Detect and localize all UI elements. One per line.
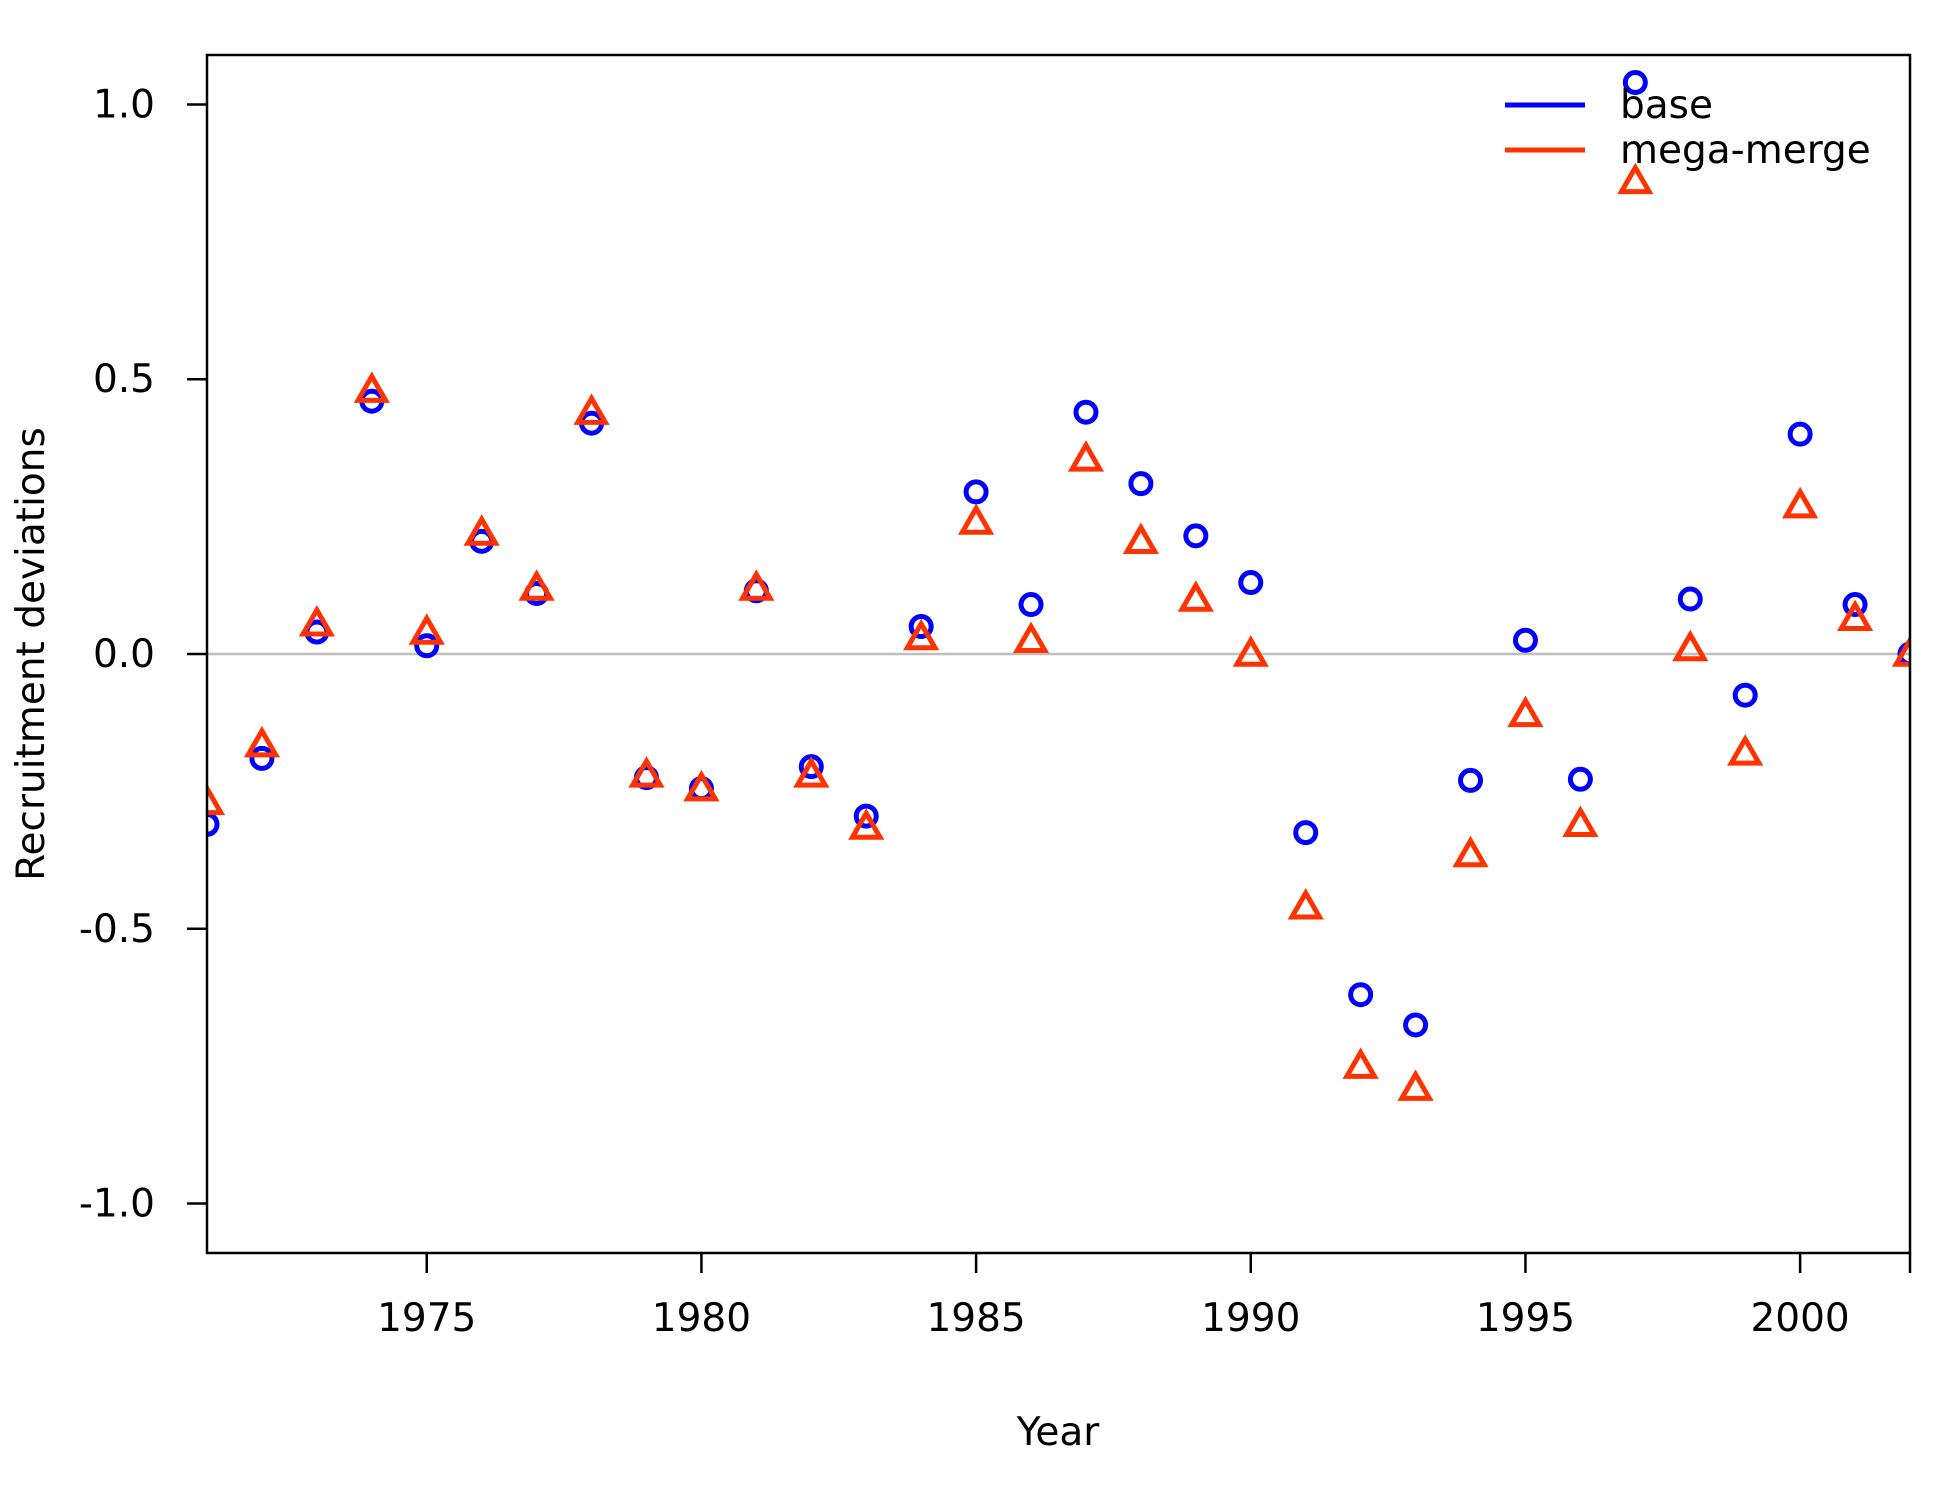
point-mega-merge [1782,486,1819,519]
point-mega-merge [1891,635,1910,667]
point-mega-merge [1232,635,1269,667]
x-tick-label: 1990 [1201,1296,1300,1341]
point-mega-merge [903,618,940,651]
point-mega-merge [1617,162,1654,195]
point-mega-merge [793,756,830,788]
legend-label-mega-merge: mega-merge [1620,128,1871,173]
y-axis-title: Recruitment deviations [9,427,54,881]
point-base [1677,586,1703,612]
y-tick-label: 0.0 [93,632,155,677]
series-mega-merge [207,162,1910,1101]
y-tick-label: -0.5 [79,907,155,952]
point-mega-merge [1287,887,1324,920]
point-mega-merge [518,569,555,601]
point-mega-merge [1177,580,1214,612]
point-base [1567,766,1593,792]
x-tick-label: 2000 [1750,1296,1849,1341]
point-base [1128,471,1154,497]
point-base [1458,767,1484,793]
point-mega-merge [1122,522,1160,555]
point-mega-merge [1507,695,1544,728]
point-mega-merge [1672,629,1709,662]
point-mega-merge [848,808,885,840]
point-base [1622,69,1648,95]
point-mega-merge [1562,805,1599,838]
point-mega-merge [957,503,995,535]
point-mega-merge [463,514,500,546]
x-axis: 1975 1980 1985 1990 1995 2000 [377,1253,1912,1341]
x-tick-label: 1975 [377,1296,476,1341]
point-mega-merge [683,769,720,802]
point-mega-merge [243,725,281,758]
point-base [1073,399,1099,425]
x-tick-label: 1995 [1476,1296,1575,1341]
point-base [1238,570,1264,596]
y-axis: -1.0 -0.5 0.0 0.5 1.0 [79,82,207,1227]
point-base [1403,1012,1429,1038]
x-axis-title: Year [1016,1410,1101,1455]
point-base [249,745,275,771]
point-base [1732,682,1758,708]
series-base [207,69,1910,1038]
y-tick-label: -1.0 [79,1182,155,1227]
point-base [207,811,220,837]
point-base [1512,627,1538,653]
point-mega-merge [1012,621,1050,653]
point-mega-merge [207,783,226,816]
y-tick-label: 0.5 [93,357,155,402]
point-base [1183,523,1209,549]
point-mega-merge [1727,734,1764,766]
y-tick-label: 1.0 [93,82,155,127]
point-mega-merge [1067,440,1105,472]
point-mega-merge [1452,835,1489,868]
point-mega-merge [298,604,335,637]
marks-layer [207,69,1910,1101]
point-mega-merge [408,613,445,645]
point-mega-merge [573,393,610,425]
point-base [908,614,934,640]
point-base [1842,592,1868,618]
point-base [963,479,989,505]
x-tick-label: 1980 [652,1296,751,1341]
point-base [1787,421,1813,447]
point-base [414,633,440,659]
legend-label-base: base [1620,83,1713,128]
point-base [1018,592,1044,618]
x-tick-label: 1985 [926,1296,1025,1341]
point-base [1293,820,1319,846]
point-base [1348,982,1374,1008]
point-base [853,803,879,829]
point-mega-merge [353,371,390,403]
point-mega-merge [1342,1047,1379,1079]
point-mega-merge [1836,599,1874,631]
point-mega-merge [628,756,665,788]
point-mega-merge [1397,1069,1434,1101]
point-mega-merge [738,569,775,601]
